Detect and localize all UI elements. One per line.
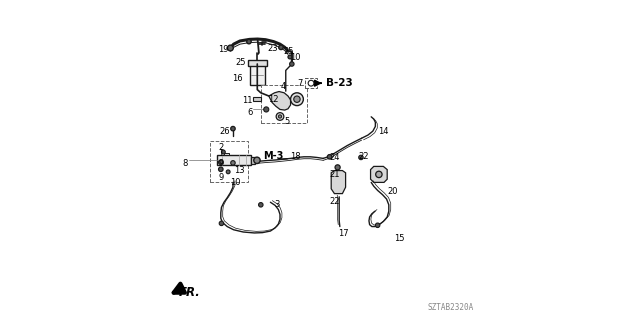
Bar <box>217 155 250 165</box>
Text: 16: 16 <box>232 74 243 83</box>
Text: 13: 13 <box>234 166 244 175</box>
Text: 12: 12 <box>268 95 278 104</box>
Text: 23: 23 <box>268 44 278 52</box>
Circle shape <box>218 160 223 164</box>
Circle shape <box>247 39 252 44</box>
Text: 7: 7 <box>298 79 303 88</box>
Polygon shape <box>332 171 346 194</box>
Text: B-23: B-23 <box>326 78 353 88</box>
Circle shape <box>279 45 284 50</box>
Text: 9: 9 <box>218 173 223 182</box>
Bar <box>261 85 307 123</box>
Bar <box>250 63 265 85</box>
Text: SZTAB2320A: SZTAB2320A <box>428 303 474 312</box>
Circle shape <box>228 45 234 51</box>
Circle shape <box>308 80 314 86</box>
Text: 3: 3 <box>275 200 280 209</box>
Circle shape <box>259 203 263 207</box>
Circle shape <box>359 155 364 160</box>
Text: 25: 25 <box>283 47 294 56</box>
Circle shape <box>328 155 332 159</box>
Text: 1: 1 <box>218 149 223 158</box>
Circle shape <box>290 62 294 66</box>
Text: FR.: FR. <box>179 286 200 299</box>
Circle shape <box>335 165 340 170</box>
Text: 17: 17 <box>339 229 349 238</box>
Circle shape <box>218 167 223 172</box>
Text: 6: 6 <box>248 108 253 116</box>
Text: 10: 10 <box>230 178 240 187</box>
Circle shape <box>264 107 269 112</box>
Text: 22: 22 <box>329 197 339 206</box>
Circle shape <box>231 126 236 131</box>
Text: 20: 20 <box>387 188 397 196</box>
Text: 5: 5 <box>284 117 289 126</box>
Text: 22: 22 <box>358 152 369 161</box>
Circle shape <box>227 170 230 174</box>
Bar <box>253 97 262 101</box>
Text: 19: 19 <box>218 45 229 54</box>
Text: 2: 2 <box>218 143 223 152</box>
Text: 10: 10 <box>291 53 301 62</box>
Bar <box>210 141 248 182</box>
Text: 26: 26 <box>219 127 230 136</box>
Circle shape <box>253 157 260 164</box>
Text: M-3: M-3 <box>263 151 284 162</box>
Text: 25: 25 <box>236 58 246 67</box>
Bar <box>224 153 229 155</box>
Polygon shape <box>269 92 291 110</box>
Text: 11: 11 <box>242 96 252 105</box>
Bar <box>251 157 255 164</box>
Circle shape <box>291 93 303 106</box>
Polygon shape <box>371 166 387 182</box>
Circle shape <box>219 221 224 226</box>
Circle shape <box>231 161 236 165</box>
Circle shape <box>276 113 284 120</box>
Bar <box>305 78 317 88</box>
Text: 15: 15 <box>394 234 404 243</box>
Text: 24: 24 <box>329 153 339 162</box>
Text: 21: 21 <box>329 170 339 179</box>
Circle shape <box>294 96 300 102</box>
Circle shape <box>375 223 380 228</box>
Text: 4: 4 <box>281 82 286 91</box>
Circle shape <box>288 55 292 59</box>
Circle shape <box>278 115 282 118</box>
Text: 9: 9 <box>218 159 223 168</box>
Text: 8: 8 <box>183 159 188 168</box>
Text: 14: 14 <box>378 127 388 136</box>
Bar <box>248 60 267 66</box>
Text: 18: 18 <box>290 152 300 161</box>
Circle shape <box>376 171 382 178</box>
Circle shape <box>221 150 225 154</box>
